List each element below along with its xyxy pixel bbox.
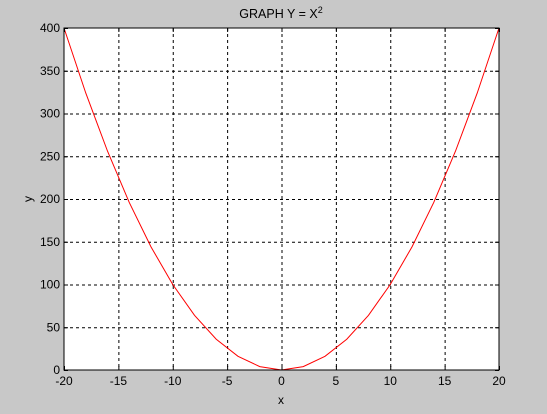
y-tick-label: 200 [40,192,60,206]
x-tick-label: -15 [110,374,128,388]
x-tick-label: 5 [333,374,340,388]
y-tick-label: 250 [40,149,60,163]
y-tick-label: 150 [40,235,60,249]
grid-lines [64,28,499,370]
y-tick-label: 100 [40,278,60,292]
x-tick-label: -5 [222,374,233,388]
y-tick-label: 400 [40,21,60,35]
x-tick-label: -10 [164,374,182,388]
y-tick-label: 350 [40,64,60,78]
x-tick-label: 10 [384,374,398,388]
x-tick-label: -20 [55,374,73,388]
x-tick-label: 15 [438,374,452,388]
x-tick-label: 0 [278,374,285,388]
x-axis-label: x [278,393,284,407]
y-axis-label: y [21,196,35,202]
x-tick-label: 20 [492,374,506,388]
y-tick-label: 50 [47,320,61,334]
y-tick-label: 0 [53,363,60,377]
chart-title: GRAPH Y = X2 [239,5,322,21]
chart-title-main: GRAPH Y = X [239,7,318,21]
y-tick-labels: 0 50 100 150 200 250 300 350 400 [40,21,60,377]
y-tick-label: 300 [40,107,60,121]
x-tick-labels: -20 -15 -10 -5 0 5 10 15 20 [55,374,506,388]
tick-marks [64,28,500,371]
chart-title-superscript: 2 [318,5,323,15]
